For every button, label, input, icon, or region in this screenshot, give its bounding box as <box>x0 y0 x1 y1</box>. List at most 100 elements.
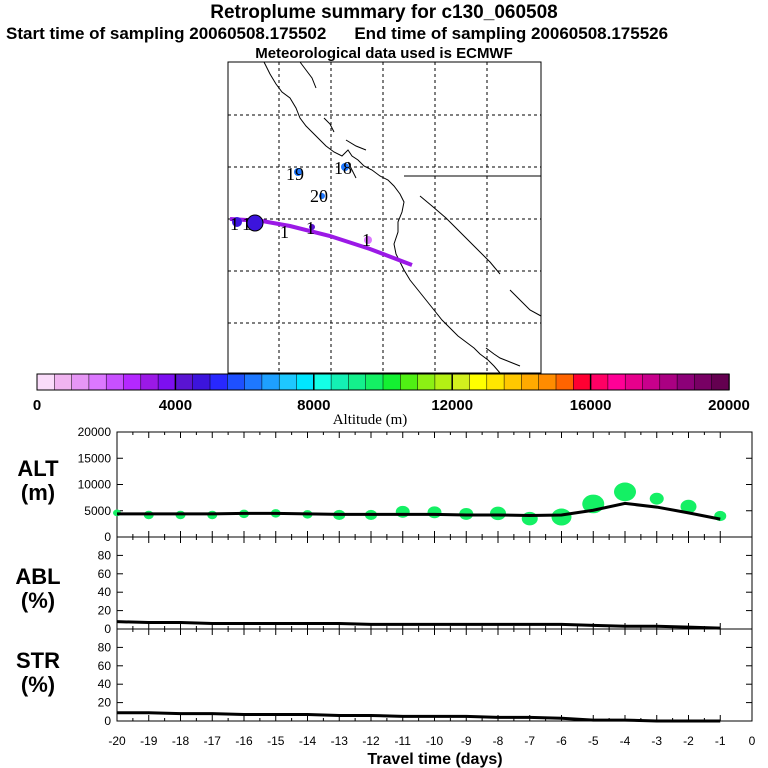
colorbar-cell <box>244 373 263 391</box>
x-tick-label: -5 <box>588 734 599 748</box>
y-tick-label: 80 <box>98 548 112 562</box>
map-label: 1 <box>362 230 371 250</box>
series-line <box>117 501 721 521</box>
map-frame <box>227 61 542 374</box>
colorbar-cell <box>607 373 626 391</box>
altitude-point <box>614 482 636 502</box>
trajectory-markers <box>232 163 372 244</box>
colorbar-cell <box>434 373 453 391</box>
panel-frame <box>116 431 753 538</box>
map-marker <box>341 163 349 171</box>
altitude-point <box>551 508 572 526</box>
colorbar-cell <box>157 373 177 391</box>
y-tick-label: 40 <box>98 677 112 691</box>
y-tick-label: 10000 <box>78 478 112 492</box>
colorbar-tick-label: 0 <box>33 397 41 414</box>
colorbar-cell <box>642 373 661 391</box>
altitude-point <box>490 506 506 521</box>
x-tick-label: -9 <box>461 734 472 748</box>
y-tick-label: 60 <box>98 567 112 581</box>
map-label: 1 <box>280 222 289 242</box>
colorbar-cell <box>555 373 575 391</box>
x-tick-label: -18 <box>172 734 190 748</box>
colorbar-tick-label: 12000 <box>431 397 473 414</box>
colorbar-cell <box>296 373 315 391</box>
colorbar-cell <box>175 373 194 391</box>
y-tick-label: 0 <box>104 622 111 636</box>
colorbar-cell <box>538 373 557 391</box>
x-tick-label: -17 <box>204 734 222 748</box>
panel-frame <box>116 628 753 722</box>
colorbar-cell <box>36 373 56 391</box>
panel-ylabel: ALT <box>17 456 59 481</box>
colorbar-cell <box>192 373 211 391</box>
colorbar-cell <box>227 373 246 391</box>
altitude-point <box>395 505 410 518</box>
colorbar-cell <box>348 373 367 391</box>
altitude-point <box>649 492 664 505</box>
chart-title: Retroplume summary for c130_060508 <box>210 2 558 23</box>
x-tick-label: -13 <box>331 734 349 748</box>
y-tick-label: 80 <box>98 640 112 654</box>
colorbar-cell <box>573 373 592 391</box>
x-tick-label: 0 <box>749 734 756 748</box>
x-tick-label: -14 <box>299 734 317 748</box>
colorbar-cell <box>417 373 436 391</box>
panel-abl: 0 20 40 60 80 ABL(%) <box>15 536 753 636</box>
colorbar-cell <box>469 373 488 391</box>
x-tick-label: -4 <box>620 734 631 748</box>
x-tick-label: -11 <box>395 734 412 748</box>
colorbar: 0 4000 8000 12000 16000 20000 Altitude (m) <box>33 373 750 428</box>
colorbar-cell <box>521 373 540 391</box>
x-tick-label: -8 <box>493 734 504 748</box>
altitude-point <box>680 499 697 514</box>
colorbar-cell <box>365 373 384 391</box>
y-tick-label: 0 <box>104 530 111 544</box>
colorbar-cell <box>624 373 644 391</box>
colorbar-tick-label: 20000 <box>708 397 750 414</box>
map-label: 1 <box>242 214 251 234</box>
colorbar-cell <box>261 373 280 391</box>
x-tick-label: -3 <box>651 734 662 748</box>
map-grid <box>228 62 541 373</box>
colorbar-cell <box>659 373 678 391</box>
colorbar-cell <box>105 373 125 391</box>
colorbar-ticks: 0 4000 8000 12000 16000 20000 <box>33 374 750 414</box>
colorbar-cell <box>451 373 471 391</box>
colorbar-cell <box>71 373 90 391</box>
altitude-point <box>427 506 442 519</box>
colorbar-cell <box>54 373 73 391</box>
panel-ylabel-unit: (%) <box>21 672 55 697</box>
colorbar-cells <box>36 373 730 391</box>
map-marker <box>294 168 302 176</box>
y-tick-label: 20 <box>98 604 112 618</box>
coastline <box>263 61 542 374</box>
y-tick-label: 5000 <box>84 504 111 518</box>
sampling-times: Start time of sampling 20060508.175502 En… <box>0 24 768 44</box>
x-tick-label: -1 <box>715 734 726 748</box>
colorbar-tick-label: 8000 <box>297 397 330 414</box>
met-data-label: Meteorological data used is ECMWF <box>255 45 513 62</box>
map-marker <box>309 224 315 230</box>
end-time-label: End time of sampling 20060508.175526 <box>354 24 669 43</box>
start-time-label: Start time of sampling 20060508.175502 <box>6 24 327 43</box>
altitude-point <box>521 511 538 526</box>
colorbar-cell <box>694 373 713 391</box>
colorbar-cell <box>123 373 142 391</box>
x-tick-label: -16 <box>235 734 253 748</box>
y-tick-label: 20000 <box>78 425 112 439</box>
colorbar-cell <box>209 373 229 391</box>
x-tick-label: -20 <box>108 734 126 748</box>
map-marker <box>319 193 325 199</box>
y-tick-label: 20 <box>98 696 112 710</box>
colorbar-cell <box>676 373 696 391</box>
x-axis-label: Travel time (days) <box>367 751 502 768</box>
map-panel: 19 18 20 1 1 1 1 1 <box>227 61 542 374</box>
map-label-19: 19 <box>286 164 304 184</box>
map-marker <box>232 217 242 227</box>
y-tick-label: 40 <box>98 585 112 599</box>
colorbar-cell <box>278 373 298 391</box>
panel-ylabel-unit: (%) <box>21 588 55 613</box>
colorbar-cell <box>590 373 609 391</box>
